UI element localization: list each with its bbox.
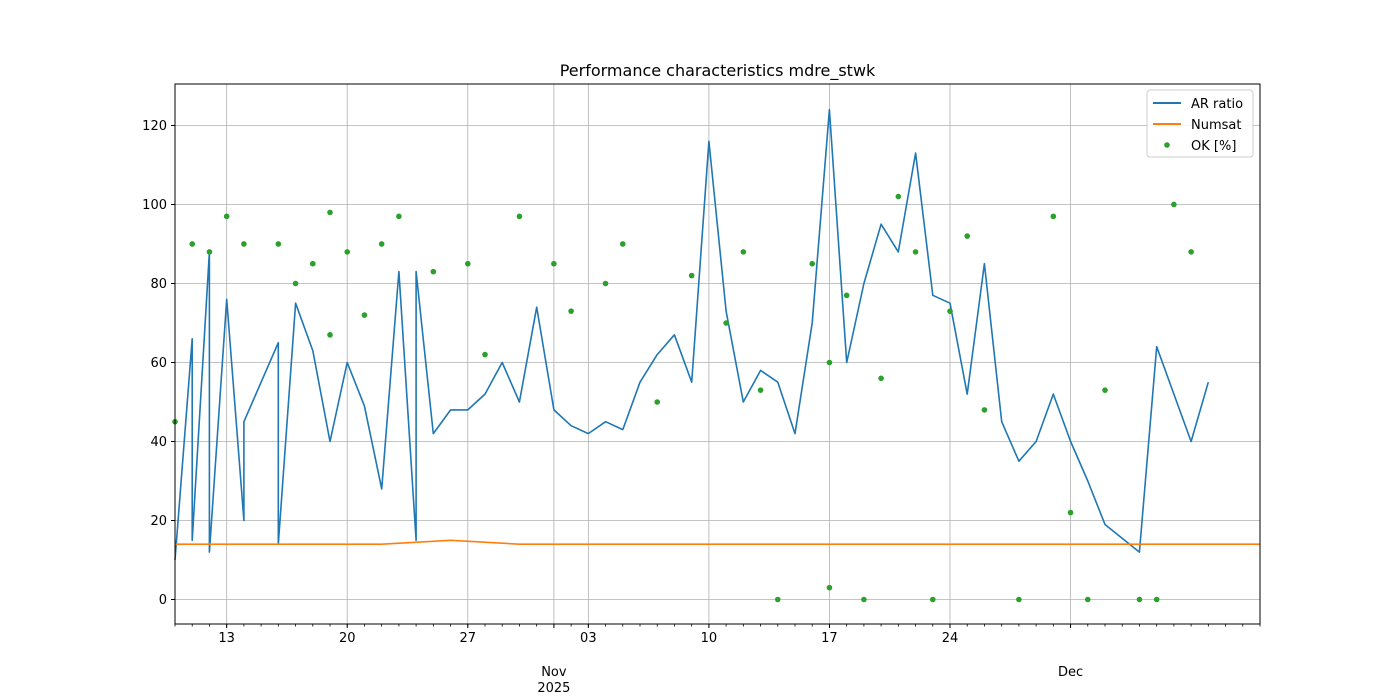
y-tick-label: 40 (150, 435, 167, 450)
series-point-ok (1102, 387, 1108, 393)
series-point-ok (206, 249, 213, 255)
series-point-ok (551, 260, 557, 267)
series-point-ok (1153, 596, 1160, 603)
series-point-ok (809, 260, 816, 267)
series-line-numsat (175, 539, 1260, 545)
series-point-ok (361, 312, 368, 318)
y-tick-label: 60 (150, 356, 167, 371)
y-tick-label: 120 (142, 119, 167, 134)
x-tick-label: 10 (701, 631, 718, 646)
x-tick-label: 24 (942, 631, 959, 646)
series-point-ok (740, 249, 747, 255)
series-point-ok (912, 249, 919, 255)
legend-label-ar-ratio: AR ratio (1191, 97, 1243, 112)
series-point-ok (861, 596, 867, 603)
series-line-ar-ratio (174, 108, 1210, 561)
series-point-ok (309, 260, 316, 267)
x-tick-label: Nov (541, 665, 567, 680)
chart-title: Performance characteristics mdre_stwk (560, 61, 876, 81)
y-tick-label: 20 (150, 514, 167, 529)
series-point-ok (895, 193, 902, 200)
x-tick-label: Dec (1058, 665, 1083, 680)
series-point-ok (947, 308, 953, 314)
x-tick-label: 13 (218, 631, 235, 646)
legend-box (1146, 89, 1254, 158)
series-point-ok (189, 241, 196, 247)
plot-frame (174, 83, 1261, 625)
legend-label-numsat: Numsat (1191, 118, 1241, 133)
series-point-ok (757, 387, 764, 393)
series-point-ok (843, 292, 850, 299)
legend: AR ratio Numsat OK [%] (1146, 89, 1254, 158)
legend-swatch-ok (1164, 142, 1170, 148)
x-tick-label: 03 (580, 631, 597, 646)
series-point-ok (344, 249, 351, 255)
series-layer (172, 108, 1260, 603)
series-point-ok (964, 233, 971, 239)
series-point-ok (929, 596, 936, 603)
series-point-ok (568, 308, 574, 314)
series-point-ok (602, 280, 609, 287)
series-point-ok (396, 213, 402, 220)
series-point-ok (516, 213, 523, 220)
series-point-ok (1188, 249, 1194, 255)
legend-label-ok: OK [%] (1191, 139, 1236, 154)
series-point-ok (482, 351, 488, 358)
series-point-ok (464, 260, 471, 267)
y-tick-label: 0 (159, 593, 167, 608)
series-point-ok (774, 596, 781, 603)
y-tick-label: 80 (150, 277, 167, 292)
series-point-ok (619, 241, 626, 247)
grid (175, 84, 1260, 624)
series-point-ok (327, 209, 333, 216)
x-tick-sublabel: 2025 (537, 681, 570, 696)
x-tick-label: 20 (339, 631, 356, 646)
series-point-ok (654, 399, 661, 405)
series-point-ok (1084, 596, 1091, 603)
series-point-ok (241, 241, 247, 247)
series-point-ok (275, 241, 282, 247)
series-point-ok (1016, 596, 1022, 603)
series-point-ok (1067, 509, 1074, 516)
series-point-ok (878, 375, 884, 382)
series-point-ok (292, 280, 299, 287)
x-tick-label: 17 (821, 631, 838, 646)
series-point-ok (826, 584, 833, 591)
x-tick-label: 27 (460, 631, 477, 646)
series-point-ok (1050, 213, 1057, 220)
series-point-ok (826, 359, 833, 366)
series-point-ok (723, 320, 729, 326)
y-tick-label: 100 (142, 198, 167, 213)
series-point-ok (378, 241, 385, 247)
series-point-ok (1136, 596, 1143, 603)
series-point-ok (327, 332, 333, 338)
series-point-ok (430, 268, 437, 275)
series-point-ok (688, 272, 695, 279)
plot-area (175, 84, 1260, 624)
series-point-ok (981, 407, 988, 413)
series-point-ok (223, 213, 230, 220)
series-point-ok (1171, 201, 1177, 208)
